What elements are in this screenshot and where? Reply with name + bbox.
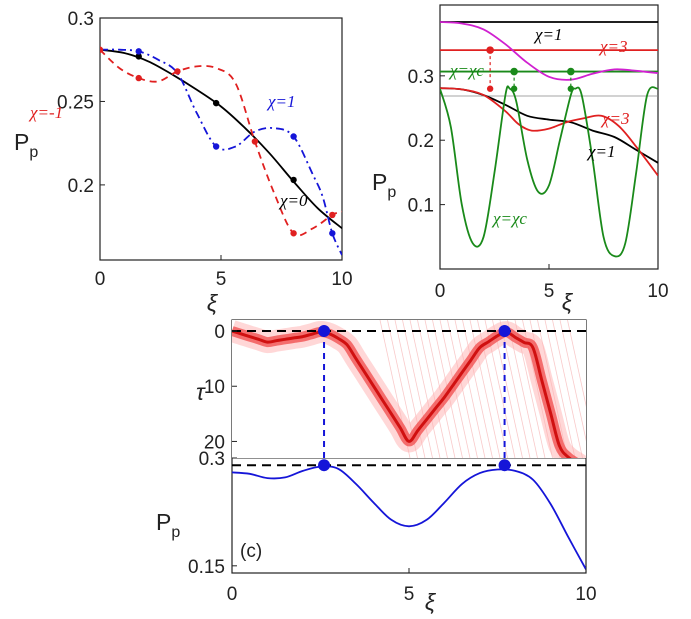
panel-b-upper-label-chi-c: χ=χc [448,61,484,80]
panel-a-series-2-marker [251,138,259,145]
panel-a-series-0-marker [212,99,220,107]
panel-c-xtick-label: 0 [227,584,238,605]
panel-a-ytick-label: 0.3 [68,9,94,30]
panel-c-xtick-label: 5 [404,584,415,605]
panel-b-ytick-label: 0.1 [408,196,434,217]
panel-c-ylabel: Pp [156,509,180,541]
panel-b-marker-top [486,46,494,54]
panel-b-upper-label-chi-3: χ=3 [598,37,627,56]
panel-c-series-0 [232,465,586,570]
panel-b-lower-label-chi-1: χ=1 [586,142,615,161]
panel-b-lower-series-1 [440,87,658,177]
panel-b-ytick-label: 0.2 [408,131,434,152]
panel-c-marker-bottom [498,459,511,472]
panel-a-ytick-label: 0.2 [68,176,94,197]
panel-c: 0 5 10 0 10 20 0.15 0.3 τ Pp ξ (c) [156,319,597,615]
panel-b-xtick-label: 10 [647,281,668,302]
panel-c-marker-bottom [318,459,331,472]
panel-c-heat-core [232,329,572,458]
panel-a-xtick-label: 0 [95,269,106,290]
panel-c-marker-top [498,325,511,338]
panel-c-heat-fringe [409,320,441,458]
panel-c-heat-fringe [454,320,486,458]
panel-a-series-2-marker [290,230,297,237]
panel-b-ytick-label: 0.3 [408,67,434,88]
panel-b-marker-top [567,67,575,76]
panel-b-xtick-label: 0 [435,281,446,302]
panel-b-lower-label-chi-c: χ=χc [491,209,527,228]
panel-a-ylabel: Pp [14,129,38,161]
panel-c-label: (c) [240,541,262,562]
panel-c-heat-fringe [462,320,493,458]
panel-a-series-1-marker [290,133,297,140]
panel-a-xtick-label: 10 [331,269,352,290]
panel-a-series-0-marker [290,176,297,184]
panel-b-ylabel: Pp [372,169,396,201]
panel-c-heat-fringe [559,320,586,442]
panel-c-heat-fringe [567,320,586,407]
panel-a-series-1-marker [212,143,220,150]
panel-b-upper-label-chi-1: χ=1 [533,25,562,44]
panel-c-tau-tick-label: 10 [204,377,225,398]
panel-a-label-chi-neg1: χ=-1 [28,103,63,122]
panel-c-heat-fringe [552,320,583,458]
panel-a-xtick-label: 5 [216,269,227,290]
panel-c-xlabel: ξ [425,589,437,615]
panel-a-label-chi-0: χ=0 [278,191,308,210]
panel-c-tau-tick-label: 0 [214,322,225,343]
panel-b: 0 5 100.10.20.3 Pp ξ χ=1 χ=3 χ=χc χ=3 χ=1 … [372,4,669,315]
panel-c-marker-top [318,325,331,338]
panel-a-label-chi-1: χ=1 [266,92,295,111]
panel-b-xtick-label: 5 [544,281,555,302]
panel-b-lower-series-2 [440,85,658,258]
panel-a-series-2-marker [100,46,104,53]
panel-a-series-0 [100,48,342,229]
panel-b-lower-label-chi-3: χ=3 [600,109,629,128]
panel-a-series-1 [100,48,342,256]
panel-c-ytick-label: 0.3 [199,449,225,470]
panel-c-tau-label: τ [196,379,206,405]
panel-a-ytick-label: 0.25 [57,92,94,113]
panel-a-series-1-marker [135,48,142,55]
panel-a: 0 5 10 0.2 0.25 0.3 Pp ξ χ=-1 χ=1 χ=0 [14,9,353,316]
panel-b-marker-bottom [510,85,518,92]
panel-c-heat-fringe [417,320,448,458]
panel-a-series-2-marker [135,74,142,82]
panel-c-ytick-label: 0.15 [188,557,225,578]
panel-b-upper-curve [440,21,658,81]
panel-a-series-0-marker [135,53,142,60]
panel-b-marker-bottom [567,85,574,92]
panel-c-xtick-label: 10 [575,584,596,605]
panel-b-xlabel: ξ [562,289,574,315]
panel-b-marker-top [510,67,518,76]
panel-a-series-1-marker [329,230,336,237]
panel-a-xlabel: ξ [207,290,219,316]
panel-a-series-2-marker [329,211,336,219]
panel-a-series-2-marker [174,68,181,75]
panel-c-tau-tick-label: 20 [204,432,225,453]
panel-c-heat-fringe [544,320,576,458]
panel-b-marker-bottom [486,85,494,92]
